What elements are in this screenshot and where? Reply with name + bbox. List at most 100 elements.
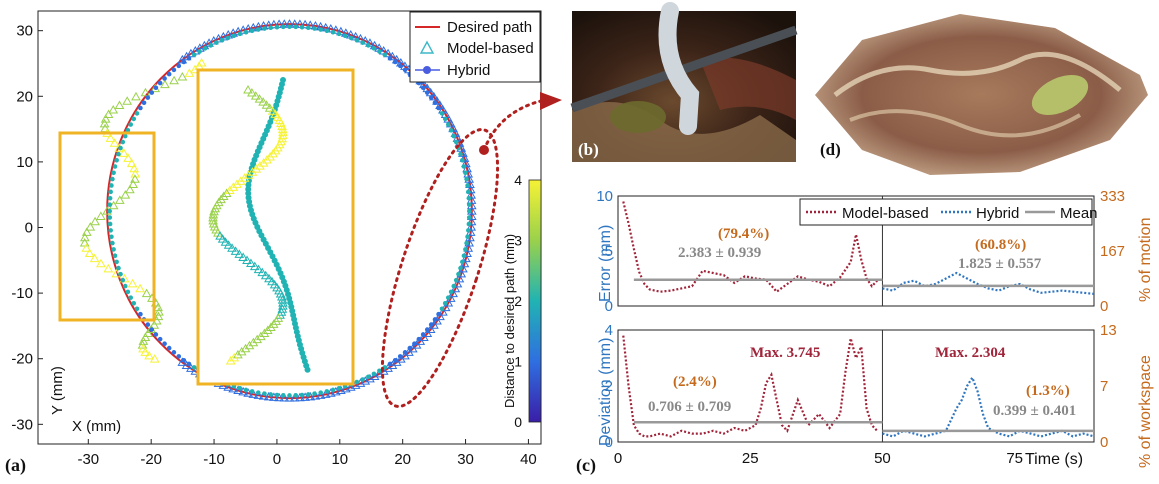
y-axis-label-a: Y (mm) [49,366,66,415]
model-based-point [84,248,95,257]
hybrid-point [299,24,305,30]
hybrid-point [262,26,267,31]
inset-hybrid-point [245,186,252,193]
inset-model-point [236,346,247,356]
hybrid-point [407,345,413,351]
hybrid-point [299,392,305,398]
x-label-time: Time (s) [1025,451,1083,468]
model-based-point [137,340,148,349]
hybrid-point [412,341,417,347]
inset-model-point [227,243,237,252]
hybrid-point [107,195,113,201]
hybrid-point [112,164,118,169]
hybrid-point [354,379,360,385]
hybrid-point [208,43,213,48]
error-y-tick: 0 [605,298,613,315]
hybrid-point [112,253,118,258]
model-based-line [622,201,878,294]
hybrid-point [176,63,182,69]
inset-model-point [277,130,288,140]
hybrid-line [882,271,1095,295]
y-tick-label: 10 [16,154,33,171]
hybrid-point [214,40,219,45]
hybrid-point [138,311,143,317]
inset-model-point [228,182,239,191]
inset-model-point [233,349,243,359]
hybrid-point [466,221,472,227]
inset-model-point [239,173,250,182]
model-based-point [118,148,129,157]
model-based-point [122,96,133,105]
hybrid-point [442,116,448,122]
hybrid-point [360,40,365,45]
model-based-point [374,368,385,378]
inset-model-point [243,170,254,179]
hybrid-point [255,27,261,32]
hybrid-point [458,265,463,271]
hybrid-point [377,49,382,54]
y-label-deviation: Deviation (mm) [597,338,614,446]
deviation-y-tick: 0 [605,434,613,451]
hybrid-point [249,389,255,394]
inset-model-point [235,176,246,185]
model-based-point [279,392,290,402]
hybrid-point [162,341,167,347]
hybrid-point [387,55,393,61]
inset-model-point [277,133,288,143]
inset-model-point [223,240,234,249]
hybrid-point [268,25,274,31]
hybrid-point [109,234,114,240]
panel-c-label: (c) [576,455,596,476]
hybrid-point [237,31,243,37]
photo-d-organ [1031,75,1089,115]
hybrid-point [458,151,463,157]
hybrid-point [116,265,121,271]
model-based-point [466,216,477,226]
model-based-point [105,133,116,142]
hybrid-point [464,240,469,246]
hybrid-point [120,139,126,145]
hybrid-point [451,133,457,139]
colorbar-tick-label: 4 [514,172,522,188]
hybrid-point [280,24,286,30]
inset-model-point [262,325,273,335]
desired-path-curve [106,23,473,400]
x-tick-label: 10 [331,451,348,468]
hybrid-point [461,253,467,258]
model-based-point [369,371,380,380]
hybrid-point [181,357,187,363]
hybrid-point [125,289,131,295]
deviation-y-tick: 2 [605,378,613,395]
legend-model-label: Model-based [447,40,534,57]
hybrid-point [111,247,116,252]
hybrid-point [336,31,342,37]
stat-error-model: 2.383 ± 0.939 [678,245,761,261]
highlight-ellipse [380,128,500,408]
inset-model-point [251,164,262,173]
hybrid-point [110,240,115,246]
error-y-tick: 5 [605,243,613,260]
y-tick-label: -10 [11,285,33,302]
inset-model-point [238,252,248,261]
hybrid-point [467,208,472,214]
inset-model-point [229,352,240,362]
hybrid-point [255,390,261,395]
motion-right-tick: 0 [1100,298,1108,315]
inset-model-point [266,322,276,331]
model-based-point [108,105,119,114]
hybrid-point [324,28,330,34]
callout-arrow [482,98,547,152]
model-based-point [114,195,125,204]
model-based-point [81,227,92,236]
hybrid-point [445,122,451,127]
model-based-point [253,390,264,399]
hybrid-point [428,322,434,327]
inset-model-point [261,100,272,109]
inset-model-point [264,273,274,283]
hybrid-point [110,176,115,182]
hybrid-point [108,189,113,195]
model-based-point [223,382,234,391]
model-based-point [125,184,135,194]
inset-model-point [220,237,231,246]
y-tick-label: -30 [11,416,33,433]
